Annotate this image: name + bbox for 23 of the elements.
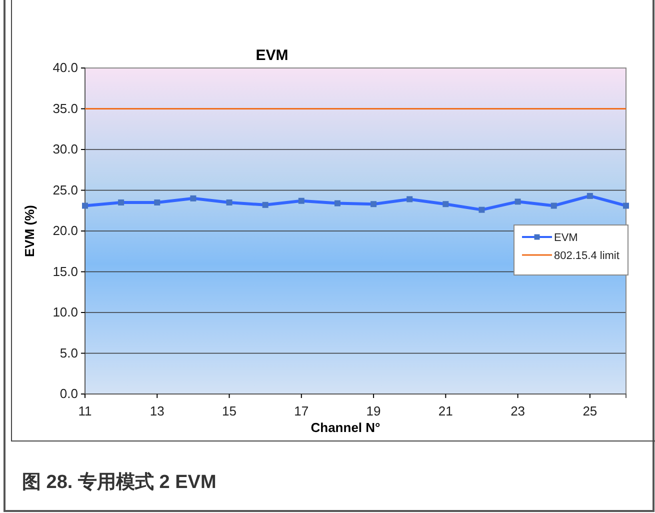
y-tick-label: 20.0 xyxy=(52,223,78,238)
legend-label: 802.15.4 limit xyxy=(554,250,620,262)
x-axis-title: Channel N° xyxy=(310,420,380,435)
legend-label: EVM xyxy=(554,232,578,244)
x-tick-label: 21 xyxy=(438,403,453,418)
y-tick-label: 35.0 xyxy=(52,100,78,116)
x-tick-label: 25 xyxy=(582,403,598,418)
x-tick-label: 23 xyxy=(510,403,526,418)
chart-title: EVM xyxy=(256,47,288,64)
caption: 图 28. 专用模式 2 EVM xyxy=(22,471,216,493)
x-tick-label: 19 xyxy=(366,403,381,418)
y-axis-title: EVM (%) xyxy=(22,205,37,257)
x-tick-label: 11 xyxy=(78,403,92,418)
x-tick-label: 13 xyxy=(150,403,164,418)
x-tick-label: 15 xyxy=(222,403,236,418)
y-tick-label: 40.0 xyxy=(52,60,78,76)
y-tick-label: 25.0 xyxy=(52,182,78,198)
y-tick-label: 15.0 xyxy=(52,264,78,279)
y-tick-label: 10.0 xyxy=(52,304,78,320)
y-tick-label: 5.0 xyxy=(60,345,78,360)
y-tick-label: 30.0 xyxy=(52,142,78,157)
x-tick-label: 17 xyxy=(294,403,309,418)
y-tick-label: 0.0 xyxy=(60,386,78,402)
